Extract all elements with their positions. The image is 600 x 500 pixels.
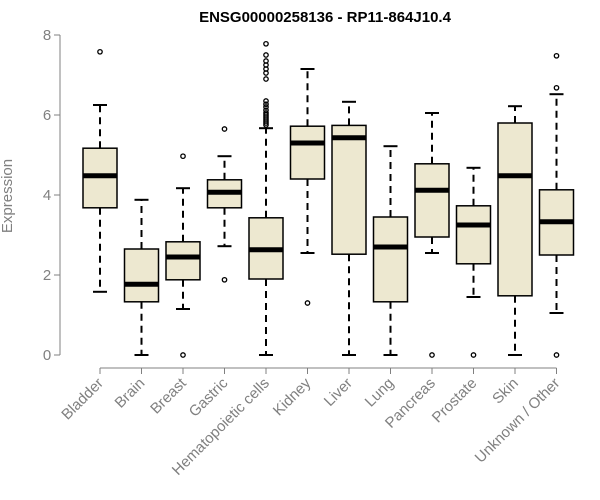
- x-tick-label: Breast: [147, 374, 190, 417]
- y-tick-label: 0: [43, 347, 51, 364]
- y-axis: 0 2 4 6 8: [43, 27, 61, 364]
- box-bladder: [82, 48, 118, 293]
- x-tick-label: Kidney: [270, 374, 315, 419]
- outlier-point: [304, 300, 311, 306]
- box-group: [82, 40, 575, 358]
- x-tick-label: Brain: [112, 375, 149, 412]
- outlier-point: [221, 126, 228, 132]
- box-unknown-other: [538, 52, 575, 358]
- box-skin: [497, 105, 533, 356]
- outlier-point: [180, 352, 186, 358]
- outlier-point: [553, 352, 560, 358]
- outlier-point: [263, 110, 269, 116]
- outlier-point: [263, 104, 269, 110]
- x-tick-label: Liver: [321, 375, 356, 410]
- box-iqr: [331, 124, 367, 255]
- outlier-point: [263, 58, 269, 64]
- outlier-point: [470, 352, 477, 358]
- box-iqr: [289, 125, 326, 180]
- y-tick-label: 2: [43, 267, 51, 284]
- box-pancreas: [414, 112, 450, 358]
- box-kidney: [289, 68, 326, 306]
- outlier-point: [263, 98, 269, 104]
- box-liver: [331, 100, 367, 356]
- box-iqr: [455, 205, 492, 265]
- outlier-point: [221, 276, 228, 283]
- y-axis-title: Expression: [0, 159, 16, 233]
- y-tick-label: 8: [43, 27, 51, 44]
- box-lung: [372, 145, 409, 356]
- outlier-point: [553, 52, 560, 59]
- box-brain: [123, 198, 160, 356]
- box-gastric: [206, 126, 243, 283]
- box-prostate: [455, 166, 492, 358]
- box-iqr: [123, 248, 160, 303]
- outlier-point: [263, 101, 269, 108]
- outlier-point: [97, 48, 103, 55]
- outlier-point: [263, 107, 269, 114]
- box-iqr: [414, 163, 450, 238]
- outlier-point: [429, 352, 435, 358]
- box-iqr: [497, 122, 533, 297]
- outlier-point: [263, 76, 269, 82]
- box-iqr: [165, 241, 201, 281]
- outlier-point: [180, 153, 186, 160]
- x-tick-label: Lung: [362, 375, 398, 411]
- x-tick-label: Bladder: [58, 375, 107, 424]
- box-iqr: [372, 216, 409, 303]
- outlier-point: [263, 52, 269, 58]
- y-tick-label: 4: [43, 187, 51, 204]
- box-hematopoietic-cells: [248, 40, 284, 356]
- box-breast: [165, 153, 201, 358]
- outlier-point: [263, 40, 269, 47]
- x-tick-label: Prostate: [429, 375, 481, 427]
- outlier-point: [553, 84, 560, 91]
- x-tick-label: Skin: [489, 375, 522, 408]
- chart-title: ENSG00000258136 - RP11-864J10.4: [199, 9, 452, 26]
- y-tick-label: 6: [43, 107, 51, 124]
